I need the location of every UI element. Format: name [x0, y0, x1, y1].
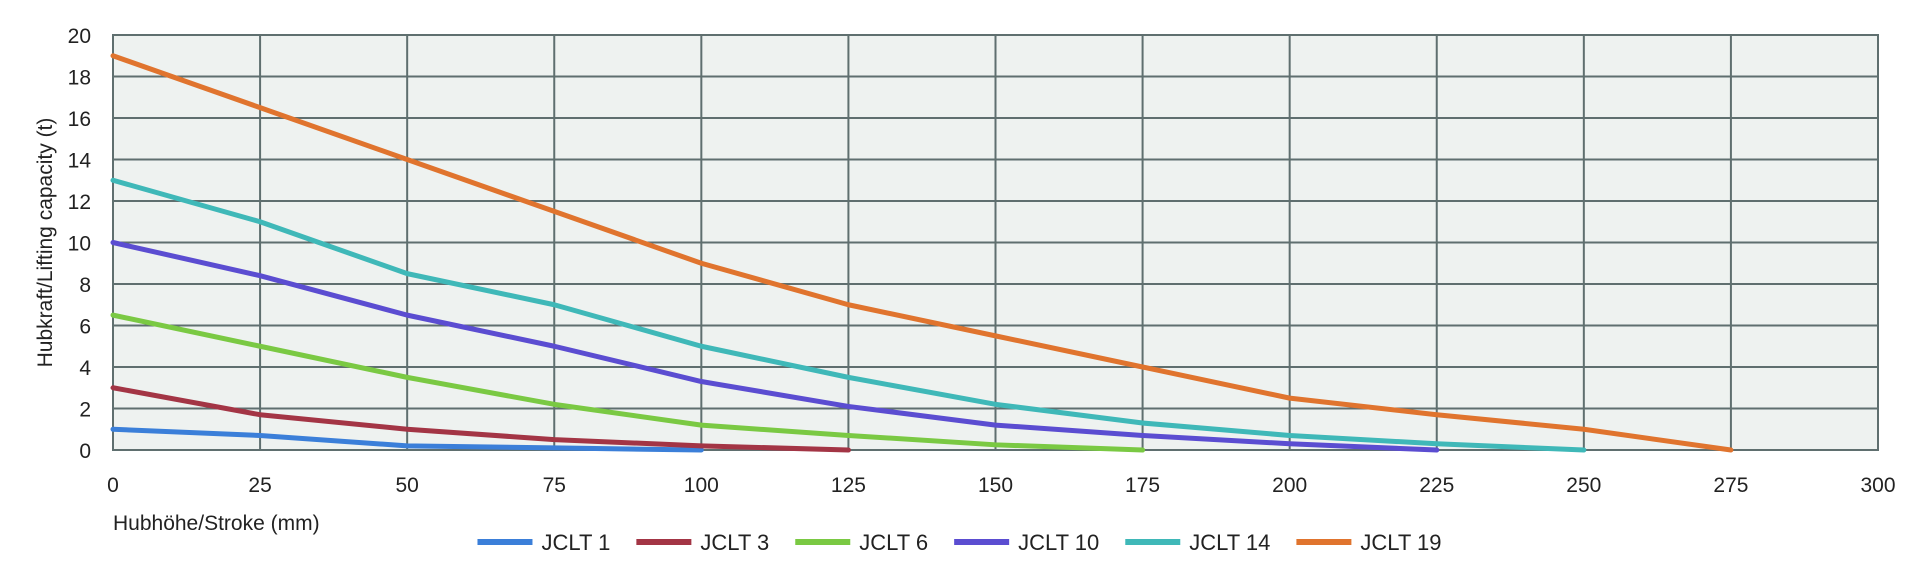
x-tick-label: 125 [831, 474, 866, 497]
x-tick-label: 250 [1566, 474, 1601, 497]
y-tick-label: 2 [79, 399, 91, 422]
x-tick-label: 75 [543, 474, 566, 497]
x-tick-label: 100 [684, 474, 719, 497]
x-tick-label: 175 [1125, 474, 1160, 497]
series-layer [110, 53, 1734, 453]
y-tick-labels: 0 2 4 6 8 10 12 14 16 18 20 [68, 25, 92, 463]
legend-label: JCLT 1 [541, 530, 610, 555]
x-axis-title: Hubhöhe/Stroke (mm) [113, 512, 320, 535]
x-tick-label: 200 [1272, 474, 1307, 497]
y-tick-label: 12 [68, 191, 91, 214]
y-tick-label: 18 [68, 67, 91, 90]
x-tick-label: 0 [107, 474, 119, 497]
legend-label: JCLT 19 [1360, 530, 1441, 555]
x-tick-label: 50 [395, 474, 418, 497]
y-tick-label: 14 [68, 150, 92, 173]
y-tick-label: 20 [68, 25, 91, 48]
series-line [110, 177, 1587, 453]
y-tick-label: 0 [79, 440, 91, 463]
y-tick-label: 10 [68, 233, 91, 256]
legend: JCLT 1 JCLT 3 JCLT 6 JCLT 10 JCLT 14 JCLT 19 [477, 530, 1442, 555]
series-line [110, 426, 704, 453]
y-tick-label: 8 [79, 274, 91, 297]
y-tick-label: 6 [79, 316, 91, 339]
legend-label: JCLT 14 [1189, 530, 1270, 555]
series-line [110, 312, 1146, 453]
legend-label: JCLT 10 [1018, 530, 1099, 555]
y-axis-title: Hubkraft/Lifting capacity (t) [34, 118, 57, 368]
y-tick-label: 16 [68, 108, 91, 131]
series-line [110, 385, 851, 453]
legend-label: JCLT 3 [700, 530, 769, 555]
x-tick-label: 225 [1419, 474, 1454, 497]
legend-label: JCLT 6 [859, 530, 928, 555]
series-line [110, 240, 1440, 453]
x-tick-label: 150 [978, 474, 1013, 497]
x-tick-label: 300 [1860, 474, 1895, 497]
x-tick-labels: 0 25 50 75 100 125 150 175 200 225 250 275 300 [107, 474, 1895, 497]
x-tick-label: 25 [248, 474, 271, 497]
x-tick-label: 275 [1713, 474, 1748, 497]
y-tick-label: 4 [79, 357, 91, 380]
series-line [110, 53, 1734, 453]
